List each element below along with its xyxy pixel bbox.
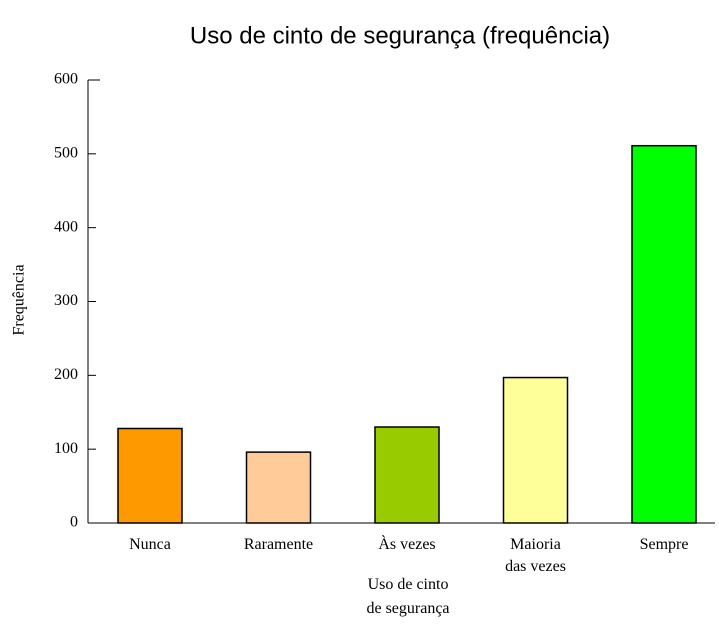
y-tick-label: 600 [54, 71, 78, 88]
y-tick-label: 500 [54, 145, 78, 162]
bar [502, 376, 569, 524]
y-tick-label: 300 [54, 292, 78, 309]
bar [117, 427, 183, 524]
x-tick-label: Nunca [129, 536, 171, 553]
x-tick-label: Maioria das vezes [505, 536, 566, 575]
y-axis-label: Frequência [11, 264, 28, 335]
x-tick-label: Raramente [244, 536, 313, 553]
bar [631, 144, 697, 524]
x-tick-label: Sempre [640, 536, 689, 553]
x-tick-label: Às vezes [378, 534, 435, 553]
bar [245, 451, 312, 524]
y-tick-label: 200 [54, 366, 78, 383]
chart-title: Uso de cinto de segurança (frequência) [190, 22, 610, 49]
y-tick-label: 0 [70, 514, 78, 531]
y-tick-label: 100 [54, 440, 78, 457]
y-tick-label: 400 [54, 218, 78, 235]
x-axis-label: Uso de cinto de segurança [366, 576, 449, 617]
bar [374, 426, 440, 524]
